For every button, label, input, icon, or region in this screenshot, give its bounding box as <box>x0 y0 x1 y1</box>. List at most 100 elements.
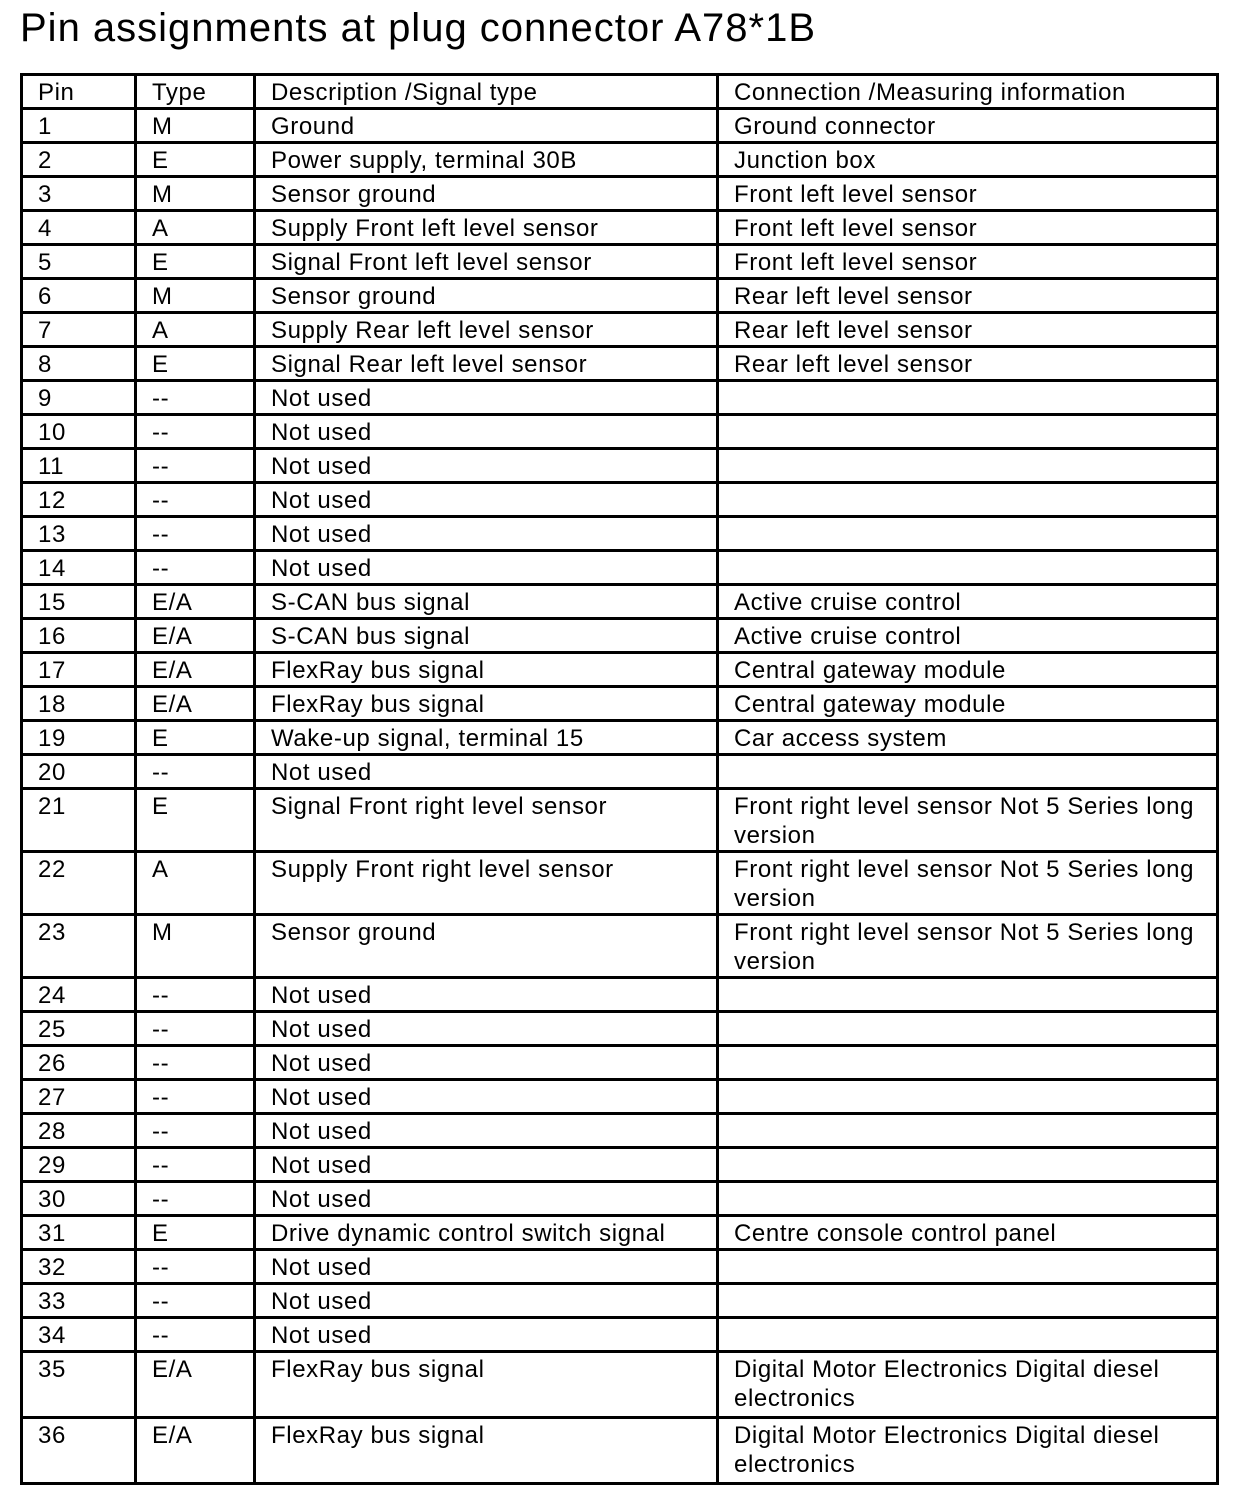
cell-description: FlexRay bus signal <box>253 685 719 722</box>
cell-type: A <box>134 311 256 348</box>
cell-connection: Car access system <box>716 719 1219 756</box>
cell-type: -- <box>134 515 256 552</box>
cell-description: Supply Rear left level sensor <box>253 311 719 348</box>
cell-description: Not used <box>253 753 719 790</box>
cell-connection <box>716 481 1219 518</box>
table-row: 25 -- Not used <box>20 1010 1219 1047</box>
cell-description: Not used <box>253 1282 719 1319</box>
table-row: 9 -- Not used <box>20 379 1219 416</box>
cell-pin: 17 <box>20 651 137 688</box>
cell-connection <box>716 413 1219 450</box>
cell-description: Signal Front left level sensor <box>253 243 719 280</box>
table-row: 12 -- Not used <box>20 481 1219 518</box>
cell-connection: Central gateway module <box>716 651 1219 688</box>
cell-connection: Active cruise control <box>716 617 1219 654</box>
cell-connection: Centre console control panel <box>716 1214 1219 1251</box>
cell-pin: 25 <box>20 1010 137 1047</box>
cell-type: A <box>134 209 256 246</box>
cell-type: E <box>134 141 256 178</box>
cell-description: Ground <box>253 107 719 144</box>
cell-description: Not used <box>253 1146 719 1183</box>
cell-pin: 15 <box>20 583 137 620</box>
cell-pin: 11 <box>20 447 137 484</box>
table-row: 4 A Supply Front left level sensor Front le… <box>20 209 1219 246</box>
cell-pin: 27 <box>20 1078 137 1115</box>
cell-connection <box>716 1044 1219 1081</box>
cell-description: Not used <box>253 1248 719 1285</box>
cell-pin: 28 <box>20 1112 137 1149</box>
cell-description: Supply Front left level sensor <box>253 209 719 246</box>
cell-pin: 5 <box>20 243 137 280</box>
cell-type: M <box>134 913 256 979</box>
cell-type: -- <box>134 1078 256 1115</box>
cell-connection <box>716 379 1219 416</box>
cell-connection <box>716 1112 1219 1149</box>
cell-description: Sensor ground <box>253 913 719 979</box>
cell-description: Drive dynamic control switch signal <box>253 1214 719 1251</box>
cell-type: -- <box>134 1146 256 1183</box>
cell-pin: 33 <box>20 1282 137 1319</box>
cell-description: S-CAN bus signal <box>253 617 719 654</box>
table-row: 13 -- Not used <box>20 515 1219 552</box>
cell-pin: 24 <box>20 976 137 1013</box>
cell-pin: 4 <box>20 209 137 246</box>
table-row: 19 E Wake-up signal, terminal 15 Car access… <box>20 719 1219 756</box>
cell-connection: Digital Motor Electronics Digital diesel… <box>716 1416 1219 1485</box>
table-row: 2 E Power supply, terminal 30B Junction box <box>20 141 1219 178</box>
cell-pin: 10 <box>20 413 137 450</box>
cell-connection: Front right level sensor Not 5 Series lo… <box>716 913 1219 979</box>
cell-type: -- <box>134 753 256 790</box>
cell-description: Not used <box>253 1078 719 1115</box>
table-row: 5 E Signal Front left level sensor Front le… <box>20 243 1219 280</box>
cell-connection: Front left level sensor <box>716 209 1219 246</box>
cell-description: Not used <box>253 976 719 1013</box>
cell-pin: 32 <box>20 1248 137 1285</box>
table-row: 28 -- Not used <box>20 1112 1219 1149</box>
cell-pin: 30 <box>20 1180 137 1217</box>
cell-description: Not used <box>253 413 719 450</box>
cell-pin: 7 <box>20 311 137 348</box>
cell-connection <box>716 1316 1219 1353</box>
cell-pin: 2 <box>20 141 137 178</box>
cell-type: -- <box>134 1180 256 1217</box>
pin-assignment-table: Pin Type Description /Signal type Connec… <box>20 73 1219 1485</box>
cell-description: Sensor ground <box>253 175 719 212</box>
cell-connection: Central gateway module <box>716 685 1219 722</box>
cell-description: Not used <box>253 1316 719 1353</box>
cell-pin: 13 <box>20 515 137 552</box>
table-row: 7 A Supply Rear left level sensor Rear left… <box>20 311 1219 348</box>
cell-type: -- <box>134 1316 256 1353</box>
table-row: 33 -- Not used <box>20 1282 1219 1319</box>
cell-pin: 22 <box>20 850 137 916</box>
table-row: 32 -- Not used <box>20 1248 1219 1285</box>
table-row: 21 E Signal Front right level sensor Front … <box>20 787 1219 853</box>
header-pin: Pin <box>20 73 137 110</box>
table-row: 30 -- Not used <box>20 1180 1219 1217</box>
cell-connection: Active cruise control <box>716 583 1219 620</box>
cell-connection: Junction box <box>716 141 1219 178</box>
cell-connection <box>716 976 1219 1013</box>
cell-pin: 1 <box>20 107 137 144</box>
cell-description: FlexRay bus signal <box>253 1416 719 1485</box>
cell-type: -- <box>134 976 256 1013</box>
cell-description: Sensor ground <box>253 277 719 314</box>
cell-type: -- <box>134 549 256 586</box>
cell-description: Not used <box>253 515 719 552</box>
cell-connection <box>716 1010 1219 1047</box>
table-row: 1 M Ground Ground connector <box>20 107 1219 144</box>
table-row: 27 -- Not used <box>20 1078 1219 1115</box>
cell-pin: 20 <box>20 753 137 790</box>
cell-connection: Front left level sensor <box>716 175 1219 212</box>
cell-description: FlexRay bus signal <box>253 1350 719 1419</box>
cell-description: Not used <box>253 481 719 518</box>
cell-description: Not used <box>253 549 719 586</box>
cell-type: -- <box>134 1282 256 1319</box>
cell-type: -- <box>134 413 256 450</box>
cell-description: Not used <box>253 1180 719 1217</box>
cell-connection <box>716 1146 1219 1183</box>
cell-type: -- <box>134 1010 256 1047</box>
table-row: 14 -- Not used <box>20 549 1219 586</box>
cell-pin: 12 <box>20 481 137 518</box>
cell-description: Signal Rear left level sensor <box>253 345 719 382</box>
table-row: 22 A Supply Front right level sensor Front … <box>20 850 1219 916</box>
